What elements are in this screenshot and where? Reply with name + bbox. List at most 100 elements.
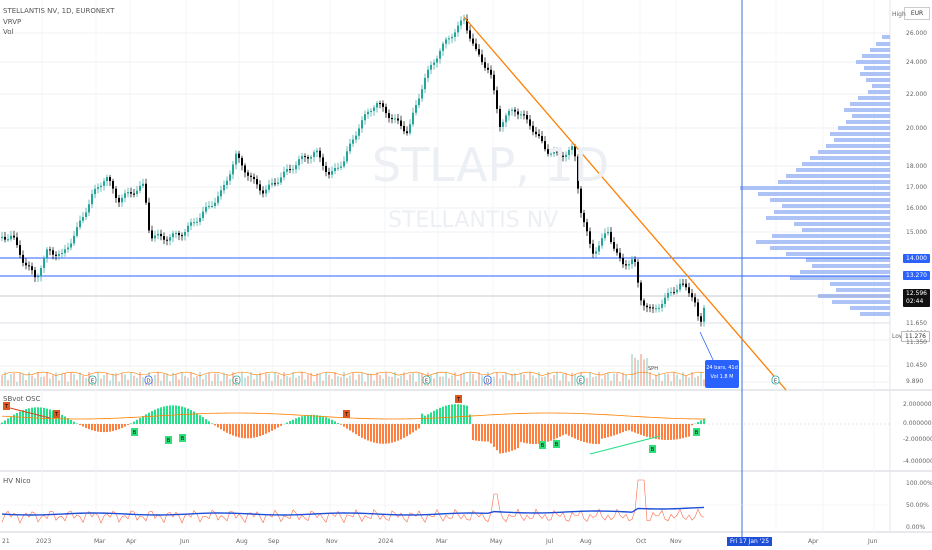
candle-body: [319, 150, 321, 158]
volume-bar: [205, 374, 207, 386]
volume-bar: [646, 358, 648, 386]
candle-body: [646, 305, 648, 308]
volume-profile-bar: [866, 78, 890, 82]
volume-bar: [529, 372, 531, 386]
candle-body: [157, 233, 159, 236]
candle-body: [61, 253, 63, 255]
volume-bar: [409, 374, 411, 386]
volume-bar: [292, 372, 294, 386]
candle-body: [379, 103, 381, 105]
volume-bar: [523, 374, 525, 386]
candle-body: [361, 120, 363, 129]
time-tick-label: Jun: [868, 538, 878, 545]
time-tick-label: Jun: [180, 538, 190, 545]
volume-bar: [13, 373, 15, 386]
volume-bar: [289, 377, 291, 386]
indicator-vrvp[interactable]: VRVP: [3, 18, 22, 26]
candle-body: [52, 250, 54, 255]
volume-bar: [325, 372, 327, 386]
candle-body: [199, 217, 201, 222]
candle-body: [535, 131, 537, 135]
measure-box[interactable]: 24 bars, 41d Vol 1.8 M: [705, 360, 739, 388]
candle-body: [616, 248, 618, 253]
volume-bar: [349, 375, 351, 386]
volume-bar: [202, 379, 204, 386]
volume-bar: [694, 377, 696, 386]
candle-body: [91, 194, 93, 205]
candle-body: [412, 112, 414, 125]
candle-body: [118, 197, 120, 203]
osc-title[interactable]: SBvot OSC: [3, 395, 41, 403]
volume-bar: [451, 375, 453, 386]
candle-body: [295, 165, 297, 170]
volume-bar: [538, 372, 540, 386]
volume-bar: [136, 377, 138, 386]
candle-body: [268, 184, 270, 190]
volume-bar: [10, 373, 12, 386]
candle-body: [598, 245, 600, 252]
volume-profile-bar: [882, 35, 890, 39]
volume-bar: [100, 378, 102, 386]
volume-bar: [379, 375, 381, 386]
candle-body: [259, 184, 261, 191]
volume-bar: [406, 379, 408, 386]
candle-body: [322, 157, 324, 166]
volume-profile-bar: [826, 144, 890, 148]
candle-body: [292, 169, 294, 171]
volume-bar: [544, 376, 546, 386]
volume-bar: [400, 375, 402, 386]
osc-marker-top: [53, 410, 60, 418]
indicator-vol[interactable]: Vol: [3, 28, 14, 36]
volume-profile-bar: [846, 120, 890, 124]
candle-body: [409, 124, 411, 134]
candle-body: [31, 266, 33, 271]
candle-body: [58, 254, 60, 256]
candle-body: [154, 235, 156, 239]
hv-title[interactable]: HV Nico: [3, 477, 31, 485]
volume-bar: [190, 372, 192, 386]
currency-button[interactable]: EUR: [904, 7, 930, 20]
volume-bar: [163, 373, 165, 386]
candle-body: [664, 297, 666, 304]
volume-profile-bar: [802, 228, 890, 232]
time-tick-label: Nov: [670, 538, 682, 545]
volume-bar: [298, 375, 300, 386]
downtrend-line: [463, 16, 787, 391]
candle-body: [82, 217, 84, 221]
candle-body: [148, 202, 150, 231]
candle-body: [7, 239, 9, 241]
candle-body: [406, 131, 408, 134]
volume-profile-bar: [868, 90, 890, 94]
candle-body: [619, 252, 621, 259]
volume-bar: [55, 372, 57, 386]
volume-bar: [691, 372, 693, 386]
symbol-title[interactable]: STELLANTIS NV, 1D, EURONEXT: [3, 7, 115, 15]
candle-body: [592, 243, 594, 254]
volume-bar: [331, 378, 333, 386]
volume-bar: [40, 376, 42, 386]
volume-bar: [613, 373, 615, 386]
candle-body: [394, 118, 396, 120]
osc-marker-bottom-label: B: [651, 447, 655, 453]
time-tick-label: Nov: [326, 538, 338, 545]
volume-bar: [79, 372, 81, 386]
level-tag-14000: 14.000: [903, 254, 930, 263]
osc-tick-label: -4.000000: [903, 458, 932, 465]
volume-bar: [274, 372, 276, 386]
candle-body: [562, 155, 564, 157]
osc-marker-bottom: [131, 428, 138, 436]
candle-body: [130, 192, 132, 194]
candle-body: [316, 150, 318, 153]
candle-body: [175, 232, 177, 234]
volume-bar: [259, 372, 261, 386]
volume-bar: [175, 374, 177, 386]
candle-body: [181, 235, 183, 237]
volume-bar: [634, 357, 636, 386]
volume-bar: [526, 379, 528, 386]
volume-bar: [364, 381, 366, 386]
candle-body: [340, 166, 342, 168]
volume-bar: [670, 381, 672, 386]
time-tick-label: Apr: [126, 538, 137, 545]
